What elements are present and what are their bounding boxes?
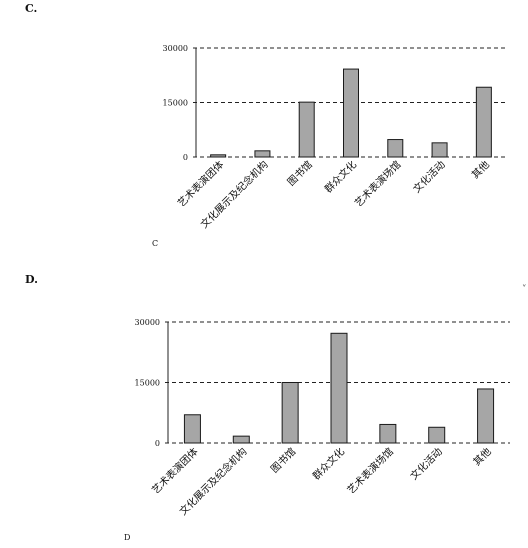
bar bbox=[298, 101, 315, 158]
bar bbox=[387, 139, 404, 158]
bar bbox=[343, 68, 359, 158]
y-tick-label: 0 bbox=[155, 439, 160, 448]
y-tick-label: 30000 bbox=[163, 44, 188, 53]
bar bbox=[428, 426, 446, 444]
x-category-label: 图书馆 bbox=[284, 158, 314, 188]
bar bbox=[379, 423, 397, 444]
y-tick-label: 15000 bbox=[135, 379, 160, 388]
bar bbox=[210, 154, 227, 158]
option-d-label: D. bbox=[25, 273, 38, 286]
x-category-label: 其他 bbox=[469, 158, 492, 181]
bar bbox=[475, 86, 492, 158]
x-category-label: 艺术表演团体 bbox=[149, 445, 201, 497]
x-category-label: 艺术表演场馆 bbox=[344, 445, 396, 497]
bar bbox=[232, 435, 250, 444]
bar-chart-c: 01500030000艺术表演团体文化展示及纪念机构 图书馆 群众文化艺术表演场馆文… bbox=[163, 44, 506, 231]
option-c-label: C. bbox=[25, 2, 37, 15]
option-d-caption: D bbox=[124, 533, 130, 542]
x-category-label: 图书馆 bbox=[268, 445, 298, 475]
bar bbox=[477, 388, 495, 444]
x-category-label: 艺术表演场馆 bbox=[352, 158, 404, 210]
x-category-label: 文化活动 bbox=[407, 445, 444, 482]
bar bbox=[281, 382, 299, 444]
x-category-label: 群众文化 bbox=[310, 445, 347, 482]
x-category-label: 艺术表演团体 bbox=[175, 158, 227, 210]
x-category-label: 其他 bbox=[470, 445, 493, 468]
stray-mark: ˅ bbox=[522, 285, 527, 295]
x-category-label: 文化活动 bbox=[410, 158, 447, 195]
y-tick-label: 0 bbox=[183, 153, 188, 162]
bar bbox=[254, 150, 271, 158]
x-category-label: 群众文化 bbox=[322, 158, 359, 195]
bar bbox=[431, 142, 448, 158]
y-tick-label: 15000 bbox=[163, 99, 188, 108]
bar-chart-d: 01500030000艺术表演团体文化展示及纪念机构 图书馆 群众文化艺术表演场馆文… bbox=[135, 318, 510, 518]
bar bbox=[330, 332, 348, 444]
y-tick-label: 30000 bbox=[135, 318, 160, 327]
bar bbox=[183, 414, 201, 444]
option-c-caption: C bbox=[152, 239, 158, 248]
